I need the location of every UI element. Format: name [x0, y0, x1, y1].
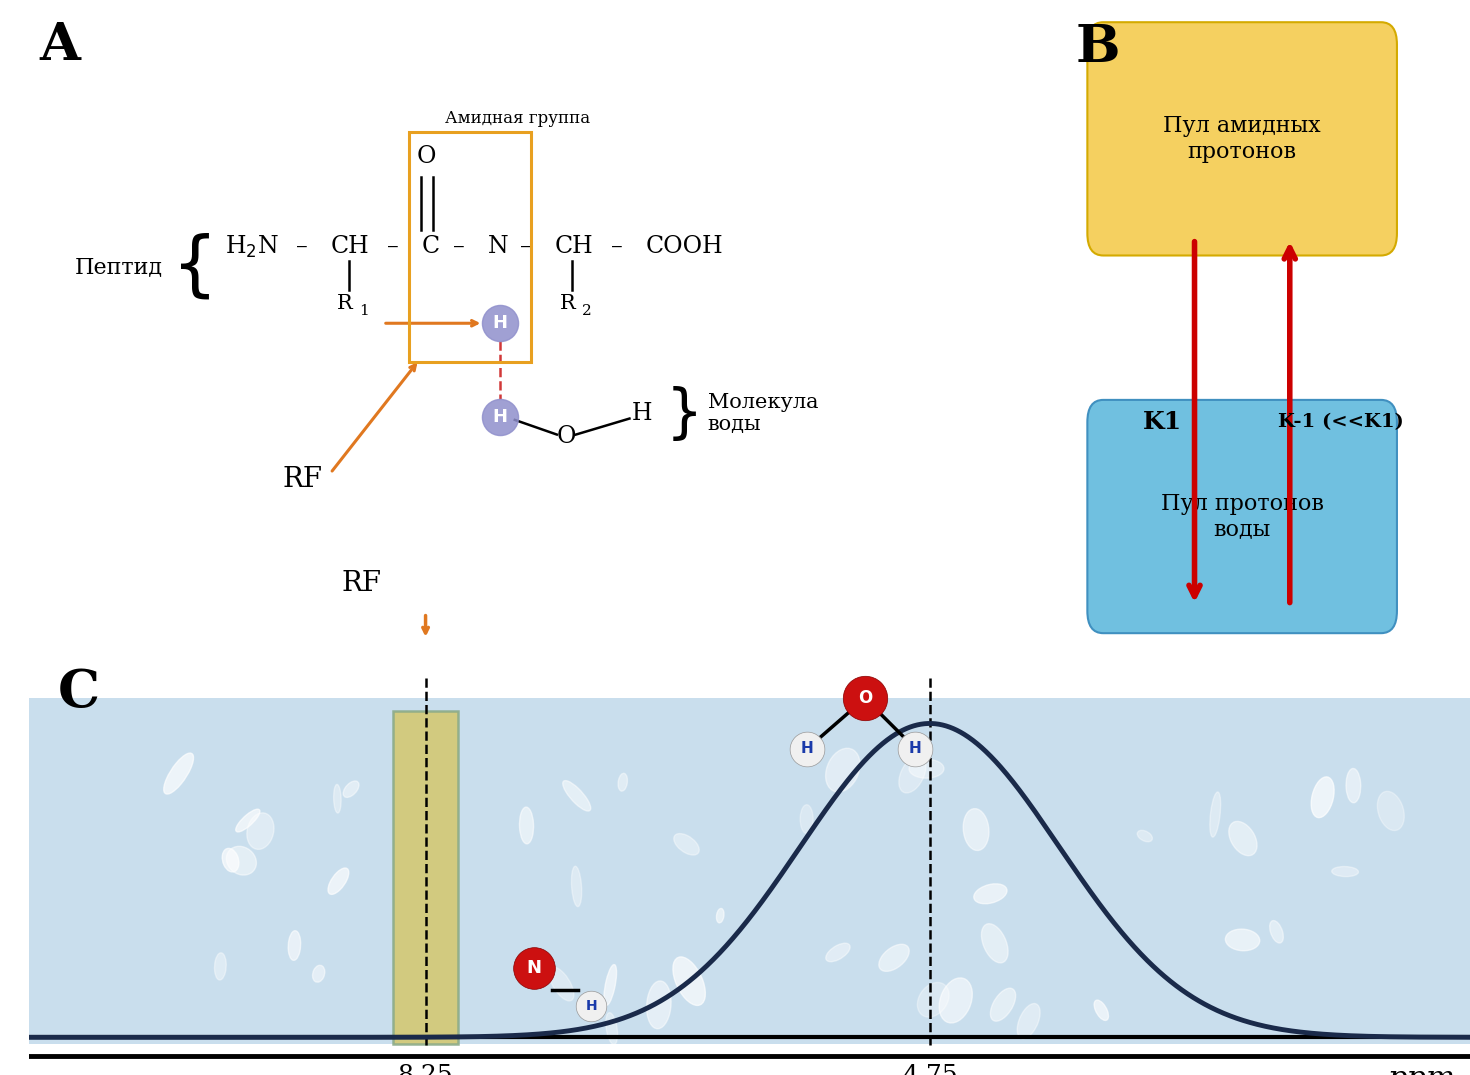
Ellipse shape — [604, 964, 616, 1005]
Ellipse shape — [313, 965, 325, 983]
Ellipse shape — [572, 866, 582, 906]
Text: CH: CH — [331, 235, 369, 258]
Ellipse shape — [606, 1013, 617, 1045]
Text: CH: CH — [556, 235, 594, 258]
Text: ppm: ppm — [1388, 1064, 1455, 1075]
Text: H: H — [585, 999, 597, 1013]
Ellipse shape — [235, 809, 260, 832]
Text: $\{$: $\{$ — [171, 231, 210, 301]
Ellipse shape — [1270, 920, 1283, 943]
Text: C: C — [420, 235, 440, 258]
Ellipse shape — [982, 923, 1008, 963]
Text: 2: 2 — [582, 304, 591, 318]
Text: K-1 (<<K1): K-1 (<<K1) — [1279, 413, 1404, 431]
Ellipse shape — [826, 748, 860, 792]
Text: O: O — [557, 425, 576, 448]
Ellipse shape — [1138, 830, 1152, 842]
Text: RF: RF — [341, 570, 381, 597]
Ellipse shape — [800, 805, 813, 833]
Text: B: B — [1076, 23, 1120, 73]
Text: 1: 1 — [359, 304, 369, 318]
Ellipse shape — [647, 980, 672, 1029]
Text: Молекула
воды: Молекула воды — [709, 392, 819, 433]
Text: Пул амидных
протонов: Пул амидных протонов — [1163, 115, 1322, 162]
Text: –: – — [612, 235, 623, 258]
Ellipse shape — [939, 978, 972, 1023]
Text: –: – — [454, 235, 465, 258]
Ellipse shape — [1229, 821, 1257, 856]
Ellipse shape — [1226, 929, 1260, 950]
Ellipse shape — [826, 943, 850, 962]
Ellipse shape — [1017, 1004, 1041, 1038]
Text: $\}$: $\}$ — [664, 384, 697, 443]
Ellipse shape — [1311, 777, 1335, 818]
Ellipse shape — [617, 773, 628, 791]
Ellipse shape — [973, 884, 1007, 904]
Text: Пептид: Пептид — [75, 256, 163, 277]
Ellipse shape — [917, 983, 950, 1017]
Text: H: H — [908, 741, 922, 756]
Text: H: H — [632, 402, 651, 425]
Text: 4.75: 4.75 — [903, 1064, 957, 1075]
Ellipse shape — [222, 848, 240, 872]
Text: R: R — [560, 293, 575, 313]
FancyBboxPatch shape — [1088, 23, 1396, 256]
Text: K1: K1 — [1144, 411, 1182, 434]
Ellipse shape — [879, 944, 910, 972]
Text: H: H — [801, 741, 814, 756]
Ellipse shape — [716, 908, 725, 922]
Ellipse shape — [908, 759, 944, 778]
Ellipse shape — [288, 931, 301, 960]
Ellipse shape — [673, 833, 700, 855]
Text: COOH: COOH — [645, 235, 723, 258]
Text: A: A — [40, 20, 79, 71]
FancyBboxPatch shape — [1088, 400, 1396, 633]
Text: RF: RF — [282, 467, 322, 493]
Ellipse shape — [991, 988, 1016, 1021]
Bar — [29, 699, 1470, 1044]
Text: –: – — [520, 235, 532, 258]
Ellipse shape — [519, 807, 534, 844]
Text: H: H — [492, 407, 507, 426]
Ellipse shape — [247, 813, 273, 849]
Text: H$_2$N: H$_2$N — [225, 233, 279, 260]
Ellipse shape — [963, 808, 989, 850]
Ellipse shape — [334, 785, 341, 813]
Text: Амидная группа: Амидная группа — [445, 110, 589, 127]
Ellipse shape — [550, 968, 573, 1001]
Ellipse shape — [1347, 769, 1361, 803]
Text: N: N — [488, 235, 509, 258]
Text: O: O — [858, 689, 872, 707]
Text: O: O — [416, 145, 435, 168]
Text: R: R — [337, 293, 353, 313]
Ellipse shape — [163, 754, 194, 794]
Text: 8.25: 8.25 — [398, 1064, 453, 1075]
Text: –: – — [387, 235, 398, 258]
Ellipse shape — [1377, 791, 1404, 831]
Text: N: N — [526, 959, 541, 977]
Ellipse shape — [343, 780, 359, 798]
Text: –: – — [295, 235, 307, 258]
Ellipse shape — [673, 957, 706, 1005]
Text: Пул протонов
воды: Пул протонов воды — [1161, 492, 1323, 541]
Text: H: H — [492, 314, 507, 332]
Ellipse shape — [1094, 1000, 1108, 1020]
Ellipse shape — [226, 846, 256, 875]
Ellipse shape — [898, 756, 926, 793]
Ellipse shape — [328, 868, 348, 894]
Ellipse shape — [1210, 792, 1220, 837]
Bar — [392, 711, 459, 1044]
Ellipse shape — [563, 780, 591, 811]
Ellipse shape — [215, 952, 226, 980]
Text: C: C — [59, 666, 100, 718]
Ellipse shape — [1332, 866, 1358, 876]
